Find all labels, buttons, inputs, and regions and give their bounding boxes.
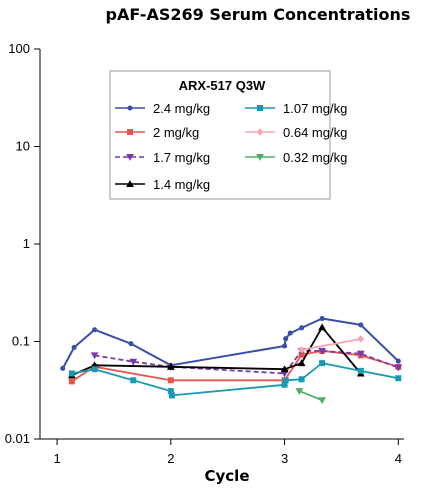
data-point <box>68 378 75 385</box>
data-point <box>167 388 174 395</box>
data-point <box>68 370 75 377</box>
legend-label: 0.32 mg/kg <box>283 150 347 165</box>
data-point <box>130 377 137 384</box>
data-point <box>128 341 134 347</box>
series-line <box>94 349 399 375</box>
legend-item: 1.4 mg/kg <box>115 177 210 192</box>
data-point <box>280 365 289 373</box>
y-tick-label: 0.1 <box>12 334 30 349</box>
data-point <box>90 352 99 360</box>
x-tick-label: 1 <box>53 451 60 466</box>
data-point <box>283 336 289 342</box>
legend-marker <box>256 154 264 161</box>
data-point <box>357 335 365 343</box>
legend-marker <box>126 154 134 161</box>
series-line <box>301 338 361 351</box>
legend-item: 1.07 mg/kg <box>245 101 347 116</box>
data-point <box>167 377 174 384</box>
data-point <box>318 397 326 405</box>
x-tick-label: 2 <box>167 451 174 466</box>
data-point <box>92 327 98 333</box>
data-point <box>281 381 288 388</box>
data-point <box>60 365 66 371</box>
data-point <box>319 360 326 367</box>
legend-marker <box>127 105 133 111</box>
data-point <box>356 350 365 358</box>
series-2.4-mg-kg <box>60 315 401 371</box>
data-point <box>282 343 288 349</box>
data-point <box>166 362 175 370</box>
y-tick-label: 0.01 <box>5 431 30 446</box>
legend-label: 2 mg/kg <box>153 125 199 140</box>
legend-label: 0.64 mg/kg <box>283 125 347 140</box>
data-point <box>298 346 306 354</box>
y-tick-label: 10 <box>16 139 30 154</box>
legend-label: 1.7 mg/kg <box>153 150 210 165</box>
legend-title: ARX-517 Q3W <box>179 78 266 93</box>
series-line <box>71 349 399 383</box>
data-point <box>395 375 402 382</box>
data-point <box>299 325 305 331</box>
legend-item: 1.7 mg/kg <box>115 150 210 165</box>
data-point <box>295 388 304 395</box>
chart-title: pAF-AS269 Serum Concentrations <box>106 5 411 24</box>
data-point <box>394 364 403 372</box>
data-point <box>357 367 364 374</box>
data-point <box>297 359 306 367</box>
legend-marker <box>126 180 134 187</box>
data-point <box>395 358 401 364</box>
y-tick-label: 1 <box>23 236 30 251</box>
data-point <box>318 347 326 355</box>
data-point <box>280 370 289 378</box>
data-point <box>298 376 305 383</box>
data-point <box>282 377 289 384</box>
axes: 0.01 0.1 1 10 100 1 2 3 4 <box>5 41 404 466</box>
series-1.07-mg-kg <box>68 360 402 399</box>
y-tick-label: 100 <box>8 41 30 56</box>
legend-item: 2.4 mg/kg <box>115 101 210 116</box>
legend-marker <box>257 105 263 111</box>
data-point <box>71 344 77 350</box>
legend-marker <box>256 128 264 136</box>
legend-label: 2.4 mg/kg <box>153 101 210 116</box>
data-point <box>168 392 175 399</box>
data-point <box>358 322 364 328</box>
data-point <box>91 366 98 373</box>
x-tick-label: 3 <box>281 451 288 466</box>
series-layer <box>60 315 403 405</box>
series-0.64-mg-kg <box>298 335 365 354</box>
legend-marker <box>127 129 133 135</box>
data-point <box>318 323 326 331</box>
legend: ARX-517 Q3W 2.4 mg/kg 2 mg/kg 1.7 mg/kg 1.4 … <box>109 70 347 200</box>
legend-item: 2 mg/kg <box>115 125 199 140</box>
data-point <box>129 358 138 366</box>
series-line <box>61 317 399 369</box>
x-tick-label: 4 <box>395 451 402 466</box>
series-0.32-mg-kg <box>295 388 326 405</box>
legend-label: 1.07 mg/kg <box>283 101 347 116</box>
legend-item: 0.32 mg/kg <box>245 150 347 165</box>
data-point <box>319 315 325 322</box>
legend-label: 1.4 mg/kg <box>153 177 210 192</box>
legend-item: 0.64 mg/kg <box>245 125 347 140</box>
data-point <box>287 330 293 336</box>
series-1.4-mg-kg <box>67 323 365 379</box>
legend-box <box>109 70 331 200</box>
x-axis-label: Cycle <box>205 467 250 485</box>
series-line <box>299 390 323 402</box>
